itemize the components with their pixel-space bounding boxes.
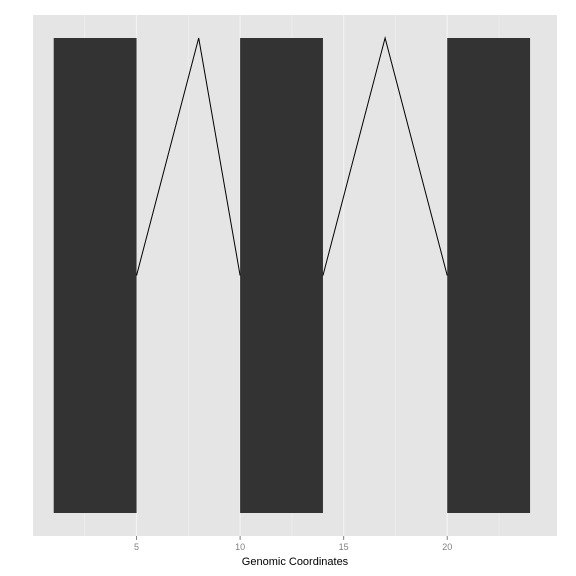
intron-lines — [136, 36, 448, 276]
exon-block — [240, 38, 323, 513]
intron-line — [322, 36, 448, 276]
exon-block — [53, 38, 137, 513]
x-tick-label: 10 — [235, 542, 245, 552]
x-tick-label: 5 — [134, 542, 139, 552]
exon-blocks — [53, 38, 531, 513]
exon-block — [447, 38, 531, 513]
x-tick-label: 15 — [339, 542, 349, 552]
x-axis-ticks: 5 10 15 20 — [134, 536, 452, 552]
x-tick-label: 20 — [442, 542, 452, 552]
intron-line — [136, 37, 241, 276]
x-axis-title: Genomic Coordinates — [242, 556, 349, 568]
